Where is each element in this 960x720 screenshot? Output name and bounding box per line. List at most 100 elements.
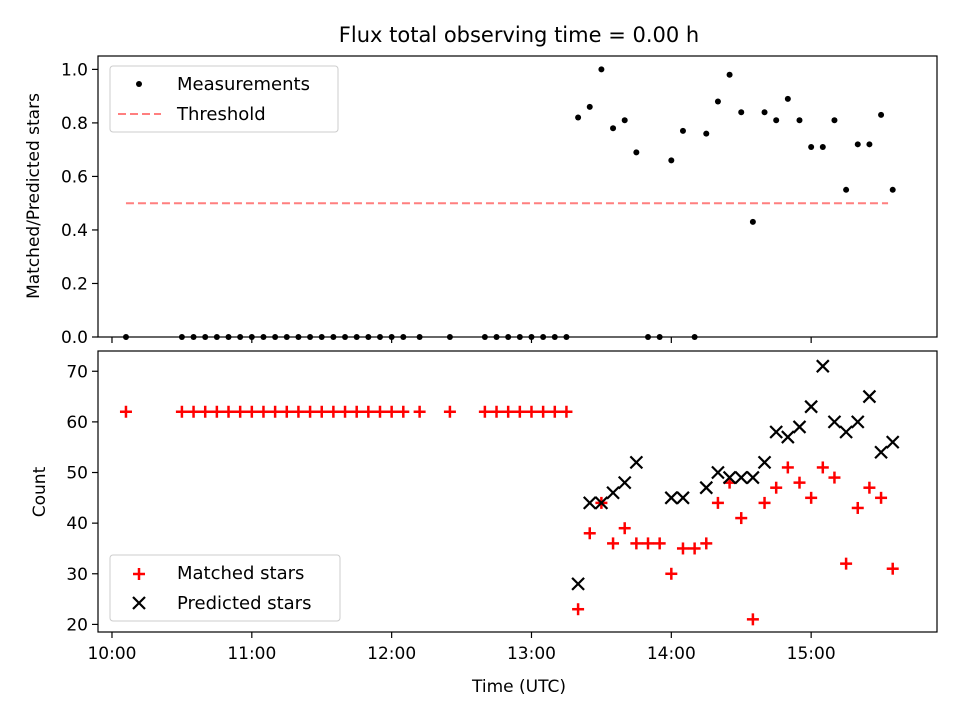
bottom-plot-marks [119,359,900,626]
x-axis-label: Time (UTC) [471,677,566,697]
measurements-legend-marker [136,81,142,87]
measurement-point [598,66,605,73]
matched-stars-legend-label: Matched stars [177,563,304,584]
predicted-stars-legend-label: Predicted stars [177,593,311,614]
measurement-point [831,117,838,124]
bottom-y-ticks: 20 30 40 50 60 70 [66,362,98,635]
x-tick-label: 15:00 [787,644,836,664]
matched-stars-point [572,603,585,616]
bottom-y-tick-label: 60 [66,413,88,433]
measurement-point [761,109,768,116]
matched-stars-point [607,537,620,550]
measurement-point [726,71,733,78]
matched-stars-point [119,405,132,418]
matched-stars-point [443,405,456,418]
predicted-stars-legend-marker [132,596,146,610]
measurement-point [749,218,756,225]
bottom-y-tick-label: 30 [66,565,88,585]
top-y-tick-label: 0.4 [61,221,88,241]
matched-stars-point [863,481,876,494]
predicted-stars-point [629,455,644,470]
matched-stars-point [746,613,759,626]
matched-stars-point [373,405,386,418]
predicted-stars-point [862,389,877,404]
matched-stars-point [583,527,596,540]
top-y-tick-label: 0.0 [61,328,88,348]
matched-stars-point [840,557,853,570]
measurement-point [738,109,745,116]
threshold-legend-label: Threshold [176,104,266,125]
matched-stars-point [781,461,794,474]
measurement-point [796,117,803,124]
chart-title: Flux total observing time = 0.00 h [339,23,699,47]
measurement-point [866,141,873,148]
bottom-y-axis-label: Count [30,466,50,517]
matched-stars-point [700,537,713,550]
predicted-stars-point [606,485,620,500]
bottom-x-ticks: 10:00 11:00 12:00 13:00 14:00 15:00 [87,632,836,664]
measurement-point [784,95,791,102]
bottom-legend-box [109,554,341,622]
matched-stars-point [350,405,363,418]
top-panel: 0.0 0.2 0.4 0.6 0.8 1.0 Matched/Predicted sta… [24,55,938,348]
top-legend: Measurements Threshold [109,65,339,133]
matched-stars-point [257,405,270,418]
top-y-tick-label: 0.2 [61,274,88,294]
matched-stars-point [362,405,375,418]
measurements-legend-label: Measurements [177,74,310,95]
matched-stars-point [875,491,888,504]
matched-stars-point [676,542,689,555]
matched-stars-point [234,405,247,418]
matched-stars-point [828,471,841,484]
predicted-stars-point [850,415,865,429]
top-y-ticks: 0.0 0.2 0.4 0.6 0.8 1.0 [61,60,98,348]
predicted-stars-point [711,465,725,480]
matched-stars-point [653,537,666,550]
matched-stars-point [292,405,305,418]
bottom-y-tick-label: 50 [66,464,88,484]
matched-stars-point [222,405,235,418]
matched-stars-point [187,405,200,418]
bottom-y-tick-label: 20 [66,615,88,635]
matched-stars-point [630,537,643,550]
matched-stars-point [397,405,410,418]
predicted-stars-point [792,420,807,434]
matched-stars-point [413,405,426,418]
measurement-point [819,143,826,150]
measurement-point [773,117,780,124]
matched-stars-point [280,405,293,418]
matched-stars-point [385,405,398,418]
top-axes-frame [97,55,938,338]
matched-stars-point [210,405,223,418]
predicted-stars-point [664,491,679,505]
matched-stars-legend-marker [133,568,145,580]
matched-stars-point [793,476,806,489]
predicted-stars-point [594,496,609,510]
predicted-stars-point [676,491,690,505]
x-tick-label: 11:00 [227,644,276,664]
predicted-stars-point [804,399,818,414]
predicted-stars-point [582,496,597,510]
measurement-point [668,157,675,164]
matched-stars-point [618,522,631,535]
matched-stars-point [665,567,678,580]
measurement-point [878,111,885,118]
top-y-tick-label: 1.0 [61,60,88,80]
matched-stars-point [502,405,515,418]
predicted-stars-point [874,445,888,460]
matched-stars-point [525,405,538,418]
top-y-tick-label: 0.6 [61,167,88,187]
predicted-stars-point [571,577,585,591]
measurement-point [703,130,710,137]
matched-stars-point [770,481,783,494]
measurement-point [854,141,861,148]
matched-stars-point [816,461,829,474]
measurement-point [633,149,640,156]
predicted-stars-point [816,359,830,373]
matched-stars-point [560,405,573,418]
top-x-ticks [111,337,812,343]
matched-stars-point [304,405,317,418]
measurement-point [621,117,628,124]
predicted-stars-point [781,430,795,444]
